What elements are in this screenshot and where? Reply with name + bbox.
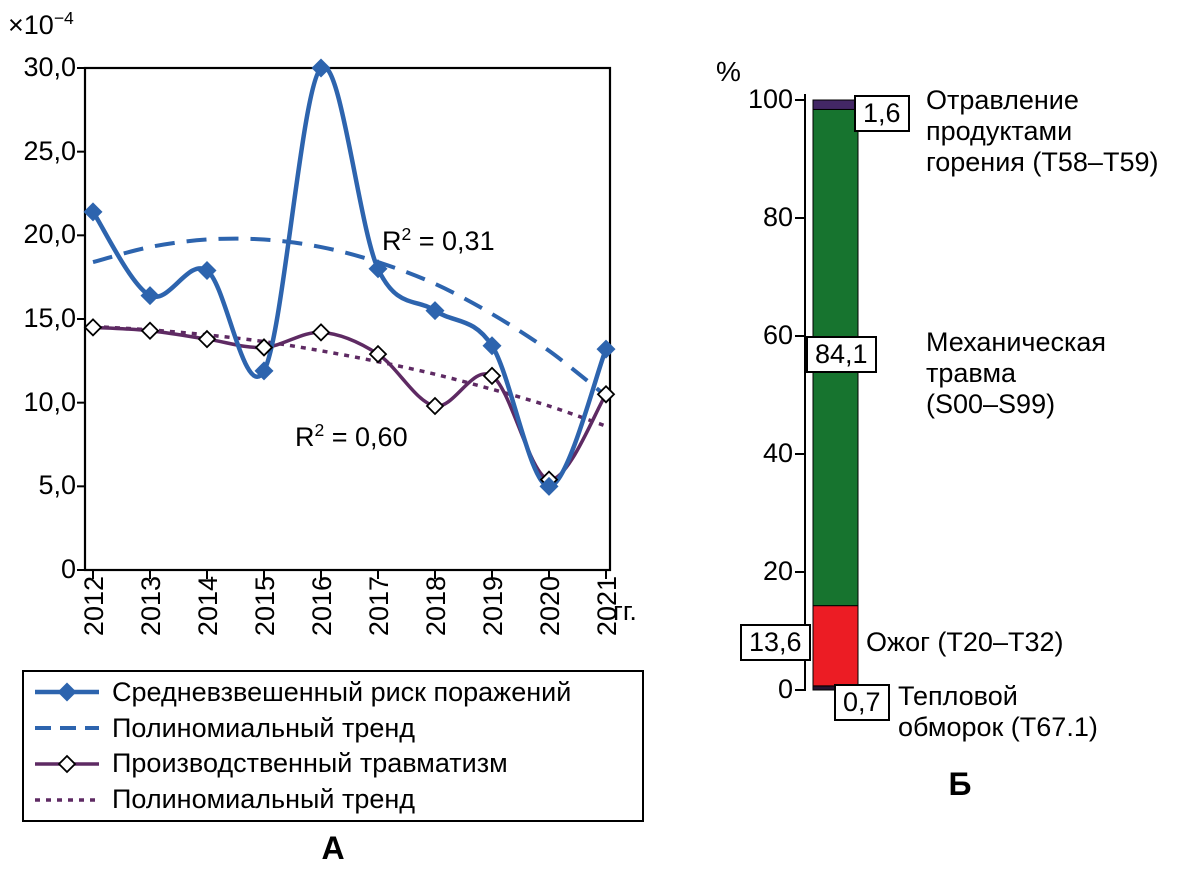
- panel-a-y-tick-label: 15,0: [23, 303, 76, 333]
- segment-label-line: горения (Т58–Т59): [926, 147, 1159, 177]
- legend-item-weighted-risk: Средневзвешенный риск поражений: [32, 677, 642, 708]
- panel-b-y-tick-label: 0: [777, 674, 793, 704]
- segment-label-line: (S00–S99): [926, 389, 1056, 419]
- legend-label-occupational: Производственный травматизм: [112, 748, 508, 779]
- legend-item-occupational: Производственный травматизм: [32, 748, 642, 779]
- segment-value-box-0: 0,7: [834, 684, 890, 721]
- panel-a-y-tick-label: 10,0: [23, 386, 76, 417]
- marker-filled-diamond: [140, 286, 160, 306]
- segment-label-0: Тепловой обморок (Т67.1): [898, 681, 1098, 743]
- panel-b-letter: Б: [948, 766, 972, 802]
- panel-b-y-tick-label: 100: [747, 84, 793, 114]
- legend-item-trend-purple: Полиномиальный тренд: [32, 784, 642, 815]
- marker-open-diamond: [596, 385, 616, 404]
- panel-a-x-tick-label: 2020: [535, 576, 565, 637]
- segment-value-box-2: 84,1: [806, 336, 877, 373]
- panel-a-y-tick-label: 30,0: [23, 52, 76, 82]
- marker-filled-diamond: [83, 202, 103, 222]
- segment-value-box-1: 13,6: [740, 624, 811, 661]
- panel-a-y-tick-label: 0: [60, 554, 76, 584]
- r2-base: R: [382, 226, 402, 256]
- segment-label-line: травма: [926, 358, 1017, 388]
- legend-marker-filled-diamond: [57, 682, 77, 702]
- panel-b-y-tick-label: 60: [762, 320, 793, 350]
- y-axis-scale-label: ×10−4: [8, 8, 74, 41]
- r2-base: R: [295, 422, 315, 452]
- marker-open-diamond: [368, 344, 388, 364]
- panel-b-y-tick-label: 40: [762, 438, 793, 468]
- segment-label-line: Механическая: [926, 327, 1107, 357]
- panel-a-y-tick-label: 20,0: [23, 219, 76, 250]
- legend-item-trend-blue: Полиномиальный тренд: [32, 713, 642, 744]
- segment-label-3: Отравление продуктами горения (Т58–Т59): [926, 85, 1158, 178]
- marker-open-diamond: [311, 323, 331, 342]
- marker-open-diamond: [425, 396, 445, 416]
- legend-label-trend-purple: Полиномиальный тренд: [112, 784, 416, 815]
- marker-filled-diamond: [368, 259, 388, 279]
- r2-value: = 0,31: [411, 226, 495, 256]
- panel-a-y-tick-label: 25,0: [23, 135, 76, 166]
- panel-a-x-tick-label: 2016: [307, 576, 337, 637]
- r-squared-annotation-purple: R2 = 0,60: [295, 420, 408, 453]
- panel-b-y-axis-label: %: [716, 56, 741, 87]
- marker-filled-diamond: [539, 476, 559, 496]
- panel-a-x-tick-label: 2015: [250, 576, 280, 637]
- legend-marker-open-diamond: [57, 754, 77, 774]
- line-weighted-risk: [91, 64, 609, 489]
- panel-a-x-tick-label: 2021: [592, 576, 622, 637]
- segment-label-line: Тепловой: [898, 681, 1018, 711]
- x-axis-label: гг.: [613, 596, 637, 626]
- bar-segment-3: [812, 99, 859, 110]
- segment-label-line: Отравление: [926, 85, 1079, 115]
- y-scale-base: ×10: [8, 10, 54, 40]
- panel-a-y-tick-label: 5,0: [38, 470, 76, 501]
- legend-label-weighted-risk: Средневзвешенный риск поражений: [112, 676, 572, 707]
- marker-open-diamond: [140, 321, 160, 340]
- bar-segment-1: [812, 605, 859, 687]
- marker-open-diamond: [482, 366, 502, 386]
- trend-line-occupational: [92, 324, 607, 428]
- r2-sup: 2: [314, 420, 325, 441]
- marker-filled-diamond: [197, 260, 217, 280]
- segment-label-line: Ожог (Т20–Т32): [866, 627, 1064, 657]
- marker-filled-diamond: [425, 301, 445, 321]
- r-squared-annotation-blue: R2 = 0,31: [382, 224, 495, 257]
- trend-line-weighted-risk: [92, 236, 608, 398]
- panel-a-x-tick-label: 2012: [79, 576, 109, 637]
- marker-open-diamond: [197, 329, 217, 349]
- panel-a-x-tick-label: 2018: [421, 576, 451, 637]
- panel-a-letter: А: [321, 830, 345, 866]
- segment-label-2: Механическая травма (S00–S99): [926, 327, 1106, 420]
- panel-a-x-tick-label: 2017: [364, 576, 394, 637]
- marker-open-diamond: [83, 318, 103, 337]
- panel-b-y-tick-label: 20: [762, 556, 793, 586]
- marker-filled-diamond: [482, 336, 502, 356]
- panel-a-x-tick-label: 2014: [193, 576, 223, 637]
- panel-a-x-tick-label: 2013: [136, 576, 166, 637]
- legend-swatch-trend-blue: [35, 726, 99, 731]
- segment-label-1: Ожог (Т20–Т32): [866, 627, 1063, 658]
- legend-swatch-trend-purple: [35, 797, 99, 802]
- segment-value-box-3: 1,6: [854, 95, 910, 132]
- segment-label-line: обморок (Т67.1): [898, 712, 1098, 742]
- legend-swatch-occupational: [35, 754, 99, 774]
- marker-filled-diamond: [596, 339, 616, 359]
- chart-legend: Средневзвешенный риск поражений Полиноми…: [22, 670, 644, 822]
- marker-open-diamond: [254, 338, 274, 357]
- legend-label-trend-blue: Полиномиальный тренд: [112, 712, 416, 743]
- marker-filled-diamond: [311, 58, 331, 78]
- segment-label-line: продуктами: [926, 116, 1073, 146]
- panel-a-x-tick-label: 2019: [478, 576, 508, 637]
- r2-sup: 2: [401, 224, 412, 245]
- marker-filled-diamond: [254, 361, 274, 381]
- legend-swatch-weighted-risk: [35, 682, 99, 702]
- panel-b-y-tick-label: 80: [762, 202, 793, 232]
- r2-value: = 0,60: [324, 422, 408, 452]
- y-scale-exponent: −4: [53, 8, 74, 29]
